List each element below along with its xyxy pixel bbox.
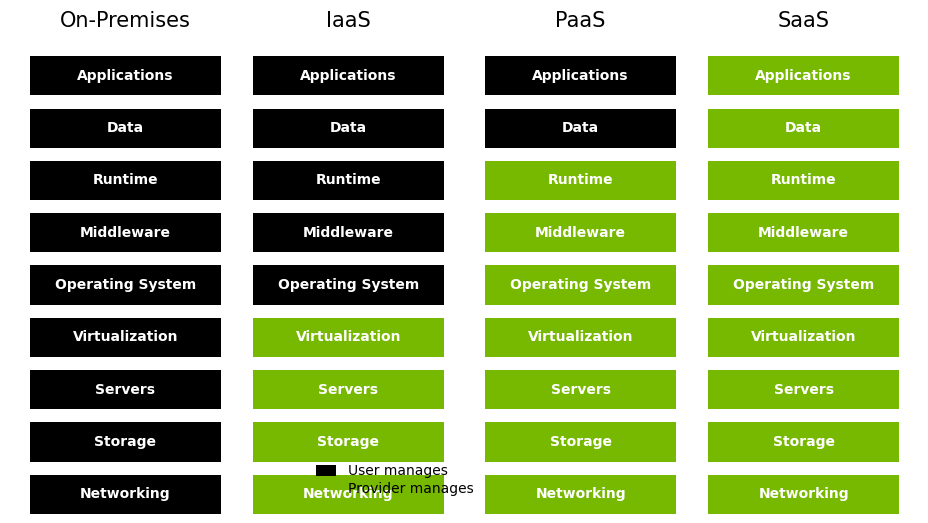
- Text: Runtime: Runtime: [316, 174, 380, 187]
- Text: Networking: Networking: [757, 487, 848, 501]
- Text: Data: Data: [561, 121, 599, 135]
- FancyBboxPatch shape: [31, 370, 221, 409]
- Text: PaaS: PaaS: [555, 11, 605, 31]
- Text: Data: Data: [329, 121, 367, 135]
- Text: Runtime: Runtime: [93, 174, 158, 187]
- Text: Operating System: Operating System: [55, 278, 196, 292]
- FancyBboxPatch shape: [31, 56, 221, 95]
- FancyBboxPatch shape: [316, 483, 336, 495]
- Text: Operating System: Operating System: [509, 278, 651, 292]
- Text: Operating System: Operating System: [277, 278, 419, 292]
- FancyBboxPatch shape: [484, 370, 675, 409]
- Text: Data: Data: [784, 121, 821, 135]
- FancyBboxPatch shape: [484, 265, 675, 304]
- FancyBboxPatch shape: [252, 213, 444, 252]
- Text: Applications: Applications: [754, 69, 851, 83]
- FancyBboxPatch shape: [31, 109, 221, 148]
- Text: Storage: Storage: [772, 435, 833, 449]
- FancyBboxPatch shape: [484, 56, 675, 95]
- FancyBboxPatch shape: [484, 161, 675, 200]
- FancyBboxPatch shape: [252, 109, 444, 148]
- Text: Storage: Storage: [95, 435, 156, 449]
- FancyBboxPatch shape: [484, 317, 675, 357]
- Text: Servers: Servers: [550, 383, 610, 396]
- FancyBboxPatch shape: [707, 265, 897, 304]
- Text: Provider manages: Provider manages: [348, 482, 473, 496]
- Text: Virtualization: Virtualization: [72, 331, 178, 344]
- FancyBboxPatch shape: [707, 475, 897, 514]
- FancyBboxPatch shape: [707, 56, 897, 95]
- FancyBboxPatch shape: [31, 475, 221, 514]
- FancyBboxPatch shape: [707, 370, 897, 409]
- FancyBboxPatch shape: [316, 465, 336, 476]
- FancyBboxPatch shape: [252, 56, 444, 95]
- Text: Networking: Networking: [80, 487, 171, 501]
- Text: Storage: Storage: [317, 435, 379, 449]
- FancyBboxPatch shape: [707, 423, 897, 462]
- FancyBboxPatch shape: [252, 317, 444, 357]
- Text: Virtualization: Virtualization: [750, 331, 856, 344]
- Text: Data: Data: [107, 121, 144, 135]
- FancyBboxPatch shape: [484, 213, 675, 252]
- FancyBboxPatch shape: [252, 475, 444, 514]
- FancyBboxPatch shape: [31, 213, 221, 252]
- Text: User manages: User manages: [348, 464, 448, 477]
- FancyBboxPatch shape: [31, 161, 221, 200]
- FancyBboxPatch shape: [31, 423, 221, 462]
- FancyBboxPatch shape: [484, 423, 675, 462]
- Text: Storage: Storage: [549, 435, 611, 449]
- Text: Servers: Servers: [318, 383, 378, 396]
- Text: Virtualization: Virtualization: [527, 331, 633, 344]
- FancyBboxPatch shape: [252, 161, 444, 200]
- Text: Networking: Networking: [535, 487, 625, 501]
- Text: Servers: Servers: [773, 383, 832, 396]
- FancyBboxPatch shape: [31, 265, 221, 304]
- Text: Middleware: Middleware: [757, 226, 848, 240]
- FancyBboxPatch shape: [707, 317, 897, 357]
- Text: Operating System: Operating System: [732, 278, 873, 292]
- Text: Middleware: Middleware: [80, 226, 171, 240]
- FancyBboxPatch shape: [252, 423, 444, 462]
- Text: Networking: Networking: [303, 487, 393, 501]
- Text: Servers: Servers: [96, 383, 155, 396]
- Text: Runtime: Runtime: [548, 174, 612, 187]
- FancyBboxPatch shape: [484, 109, 675, 148]
- Text: Applications: Applications: [77, 69, 174, 83]
- FancyBboxPatch shape: [707, 161, 897, 200]
- FancyBboxPatch shape: [707, 109, 897, 148]
- Text: Middleware: Middleware: [535, 226, 625, 240]
- Text: On-Premises: On-Premises: [60, 11, 190, 31]
- FancyBboxPatch shape: [707, 213, 897, 252]
- FancyBboxPatch shape: [252, 370, 444, 409]
- Text: SaaS: SaaS: [777, 11, 829, 31]
- Text: Applications: Applications: [532, 69, 628, 83]
- FancyBboxPatch shape: [31, 317, 221, 357]
- Text: Middleware: Middleware: [303, 226, 393, 240]
- Text: Applications: Applications: [300, 69, 396, 83]
- FancyBboxPatch shape: [252, 265, 444, 304]
- Text: Virtualization: Virtualization: [295, 331, 401, 344]
- FancyBboxPatch shape: [484, 475, 675, 514]
- Text: IaaS: IaaS: [326, 11, 370, 31]
- Text: Runtime: Runtime: [770, 174, 835, 187]
